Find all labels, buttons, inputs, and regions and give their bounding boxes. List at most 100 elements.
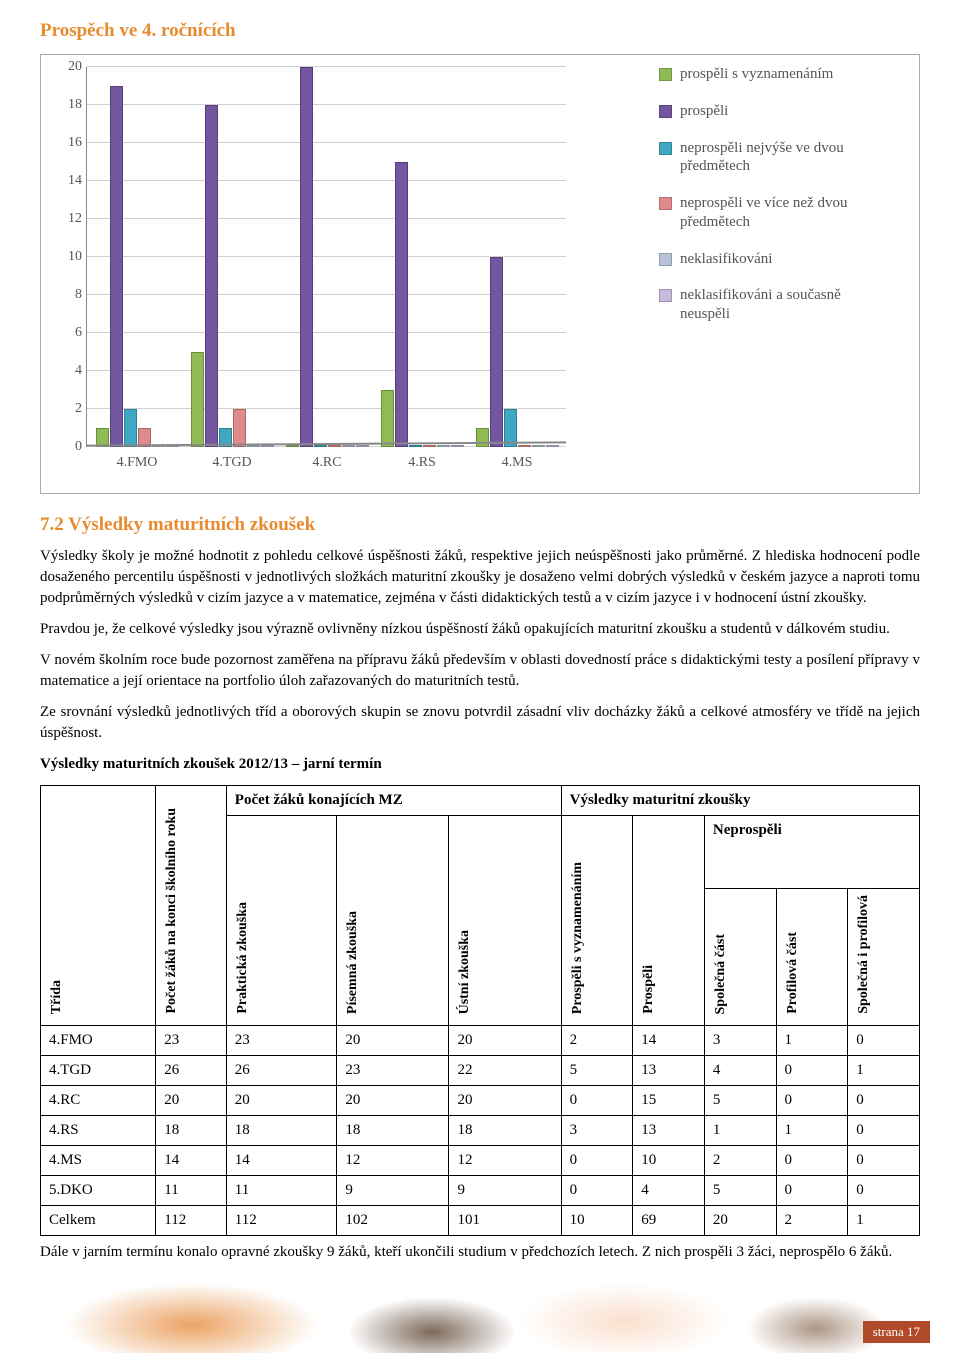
- bar: [409, 445, 422, 447]
- table-cell: 14: [156, 1146, 227, 1176]
- table-cell: 0: [848, 1176, 920, 1206]
- category-group: 4.TGD: [187, 105, 277, 447]
- legend-label: neklasifikováni: [680, 250, 772, 269]
- legend-item: neklasifikováni: [659, 250, 889, 269]
- table-cell: 4: [633, 1176, 705, 1206]
- col-pocet: Počet žáků na konci školního roku: [164, 808, 181, 1014]
- table-cell: 23: [226, 1026, 337, 1056]
- table-cell: 11: [226, 1176, 337, 1206]
- bar: [110, 86, 123, 447]
- y-axis-label: 16: [57, 135, 82, 151]
- cell-trida: 4.TGD: [41, 1056, 156, 1086]
- table-cell: 14: [226, 1146, 337, 1176]
- bar: [532, 445, 545, 447]
- table-cell: 0: [561, 1176, 633, 1206]
- table-cell: 0: [776, 1146, 848, 1176]
- table-cell: 0: [848, 1146, 920, 1176]
- y-axis-label: 14: [57, 173, 82, 189]
- table-cell: 3: [561, 1116, 633, 1146]
- page-footer: strana 17: [0, 1283, 960, 1353]
- bar: [381, 390, 394, 447]
- y-axis-label: 4: [57, 363, 82, 379]
- table-cell: 10: [633, 1146, 705, 1176]
- table-cell: 3: [704, 1026, 776, 1056]
- results-table: Třída Počet žáků na konci školního roku …: [40, 785, 920, 1236]
- table-cell: 20: [704, 1206, 776, 1236]
- hdr-group-vysledky: Výsledky maturitní zkoušky: [561, 786, 919, 816]
- chart-heading: Prospěch ve 4. ročnících: [40, 20, 920, 42]
- cell-trida: 5.DKO: [41, 1176, 156, 1206]
- cell-trida: 4.RC: [41, 1086, 156, 1116]
- category-group: 4.RC: [282, 67, 372, 447]
- cell-trida: 4.RS: [41, 1116, 156, 1146]
- category-group: 4.RS: [377, 162, 467, 447]
- table-cell: 18: [226, 1116, 337, 1146]
- bar: [286, 445, 299, 447]
- bar: [451, 445, 464, 447]
- col-prospeli: Prospěli: [641, 965, 658, 1014]
- bar: [205, 105, 218, 447]
- legend-item: prospěli s vyznamenáním: [659, 65, 889, 84]
- hdr-neprospeli: Neprospěli: [704, 816, 919, 889]
- legend-item: neprospěli ve více než dvou předmětech: [659, 194, 889, 232]
- table-cell: 0: [776, 1086, 848, 1116]
- table-cell: 5: [561, 1056, 633, 1086]
- bar: [437, 445, 450, 447]
- col-prakticka: Praktická zkouška: [235, 902, 252, 1014]
- table-cell: 2: [561, 1026, 633, 1056]
- col-vyzn: Prospěli s vyznamenáním: [570, 862, 587, 1014]
- table-cell: 12: [449, 1146, 561, 1176]
- legend-label: neklasifikováni a současně neuspěli: [680, 286, 889, 324]
- table-row: 4.RC20202020015500: [41, 1086, 920, 1116]
- legend-swatch: [659, 253, 672, 266]
- x-axis-label: 4.RS: [377, 455, 467, 471]
- table-cell: 5: [704, 1176, 776, 1206]
- table-cell: 11: [156, 1176, 227, 1206]
- table-cell: 1: [848, 1206, 920, 1236]
- y-axis-label: 12: [57, 211, 82, 227]
- bar: [124, 409, 137, 447]
- table-cell: 20: [449, 1086, 561, 1116]
- bar: [314, 445, 327, 447]
- bar: [191, 352, 204, 447]
- table-cell: 23: [156, 1026, 227, 1056]
- body-paragraph: Pravdou je, že celkové výsledky jsou výr…: [40, 619, 920, 640]
- col-obe: Společná i profilová: [856, 895, 873, 1014]
- bar: [518, 445, 531, 447]
- y-axis-label: 10: [57, 249, 82, 265]
- y-axis-label: 18: [57, 97, 82, 113]
- table-row: 4.TGD26262322513401: [41, 1056, 920, 1086]
- table-cell: 102: [337, 1206, 449, 1236]
- table-cell: 20: [337, 1086, 449, 1116]
- table-cell: 9: [449, 1176, 561, 1206]
- table-cell: 0: [848, 1026, 920, 1056]
- y-axis-label: 6: [57, 325, 82, 341]
- table-cell: 18: [449, 1116, 561, 1146]
- y-axis-label: 0: [57, 439, 82, 455]
- col-spolecna: Společná část: [713, 934, 730, 1015]
- table-cell: 69: [633, 1206, 705, 1236]
- x-axis-label: 4.MS: [472, 455, 562, 471]
- table-cell: 23: [337, 1056, 449, 1086]
- bar: [395, 162, 408, 447]
- table-cell: 2: [776, 1206, 848, 1236]
- footer-decoration: [0, 1283, 960, 1353]
- table-cell: 0: [848, 1086, 920, 1116]
- col-profilova: Profilová část: [785, 932, 802, 1014]
- legend-swatch: [659, 197, 672, 210]
- table-cell: 20: [337, 1026, 449, 1056]
- table-cell: 14: [633, 1026, 705, 1056]
- bar: [356, 445, 369, 447]
- after-table-paragraph: Dále v jarním termínu konalo opravné zko…: [40, 1242, 920, 1263]
- legend-label: prospěli: [680, 102, 728, 121]
- table-cell: 26: [156, 1056, 227, 1086]
- y-axis-label: 20: [57, 59, 82, 75]
- table-cell: 112: [226, 1206, 337, 1236]
- legend-swatch: [659, 68, 672, 81]
- legend-swatch: [659, 289, 672, 302]
- table-cell: 0: [561, 1146, 633, 1176]
- category-group: 4.MS: [472, 257, 562, 447]
- bar: [233, 409, 246, 447]
- legend-label: prospěli s vyznamenáním: [680, 65, 833, 84]
- table-cell: 20: [226, 1086, 337, 1116]
